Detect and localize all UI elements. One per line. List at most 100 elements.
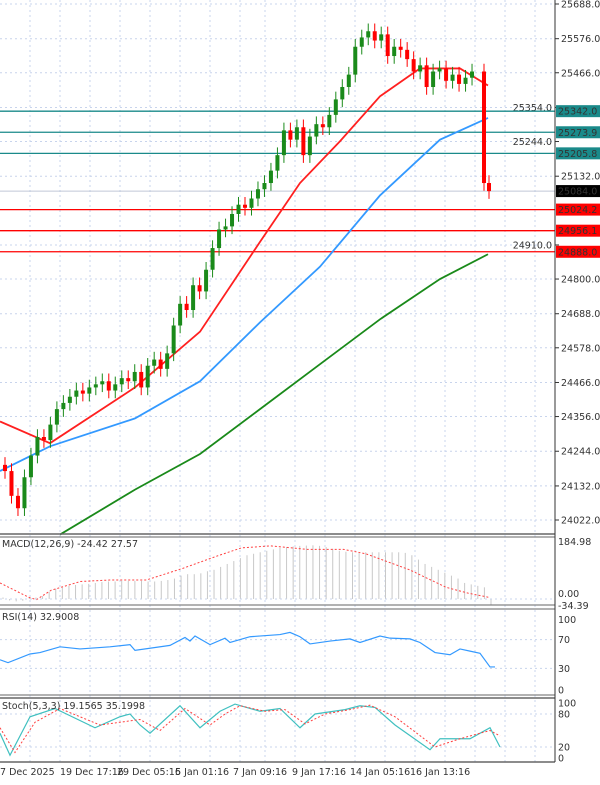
- x-tick-label: 7 Jan 09:16: [233, 767, 287, 778]
- y-tick-label: 24578.0: [561, 343, 600, 354]
- candle-body: [301, 127, 306, 156]
- candle-body: [22, 477, 27, 509]
- candle-body: [3, 464, 7, 472]
- candle-body: [450, 74, 455, 81]
- level-badge: [556, 126, 600, 139]
- candle-body: [470, 71, 475, 78]
- candle-body: [320, 124, 325, 128]
- candle-body: [444, 68, 449, 81]
- candle-body: [457, 74, 462, 84]
- level-badge: [556, 105, 600, 118]
- candle-body: [288, 130, 293, 140]
- candle-body: [145, 365, 150, 388]
- candle-body: [487, 183, 491, 192]
- candle-body: [275, 155, 280, 171]
- candle-body: [411, 59, 416, 72]
- candle-body: [74, 390, 79, 397]
- candle-body: [230, 213, 235, 227]
- x-tick-label: 9 Jan 17:16: [292, 767, 346, 778]
- moving-average-2: [59, 253, 489, 536]
- candle-body: [262, 183, 267, 190]
- candle-body: [158, 359, 163, 369]
- candle-body: [249, 198, 254, 208]
- y-tick-label: 24800.0: [561, 275, 600, 286]
- candle-body: [223, 226, 228, 230]
- level-label: 24888.0: [558, 247, 597, 258]
- candle-body: [191, 285, 196, 311]
- level-label: 25273.9: [558, 128, 597, 139]
- candle-body: [418, 65, 423, 72]
- y-tick-label: 24132.0: [561, 481, 600, 492]
- current-price-badge: [556, 185, 600, 198]
- pane-2: [0, 609, 555, 695]
- level-label: 24956.1: [558, 226, 597, 237]
- macd-tick: 184.98: [558, 537, 591, 548]
- candle-body: [385, 34, 390, 57]
- candle-body: [353, 46, 358, 75]
- candle-body: [119, 378, 124, 385]
- moving-average-1: [0, 117, 489, 472]
- candle-body: [346, 74, 351, 88]
- candle-body: [87, 387, 92, 394]
- candle-body: [236, 204, 241, 214]
- candle-body: [268, 170, 273, 184]
- candle-body: [398, 46, 403, 50]
- candle-body: [366, 31, 371, 38]
- level-label: 25205.8: [558, 149, 597, 160]
- candle-body: [54, 409, 59, 425]
- candle-body: [28, 455, 33, 478]
- candle-body: [424, 65, 429, 88]
- level-badge: [556, 203, 600, 216]
- macd-tick: 0.00: [558, 589, 579, 600]
- rsi-tick: 0: [558, 686, 564, 697]
- candle-body: [463, 77, 468, 84]
- stoch-tick: 80: [558, 710, 570, 721]
- macd-tick: -34.39: [558, 601, 589, 612]
- candle-body: [379, 34, 384, 41]
- candle-body: [106, 381, 111, 391]
- current-price-label: 25084.0: [558, 187, 597, 198]
- y-tick-label: 24688.0: [561, 309, 600, 320]
- candle-body: [165, 353, 170, 369]
- pane-1: [0, 537, 555, 605]
- candle-body: [61, 402, 66, 410]
- candle-body: [100, 381, 105, 385]
- candle-body: [405, 49, 410, 60]
- stoch-tick: 0: [558, 754, 564, 765]
- candle-body: [35, 436, 40, 456]
- x-tick-label: 14 Jan 05:16: [350, 767, 410, 778]
- candle-body: [255, 189, 260, 199]
- candle-body: [41, 436, 46, 441]
- x-tick-label: 16 Jan 13:16: [410, 767, 470, 778]
- level-badge: [556, 147, 600, 160]
- candle-body: [15, 495, 20, 509]
- candle-body: [67, 396, 72, 403]
- rsi-line: [0, 631, 495, 668]
- candle-body: [171, 325, 176, 354]
- candle-body: [93, 384, 98, 388]
- candle-body: [437, 68, 442, 72]
- candle-body: [340, 87, 345, 100]
- stoch-label: Stoch(5,3,3) 19.1565 35.1998: [2, 701, 145, 712]
- candle-body: [80, 390, 85, 394]
- x-tick-label: 7 Dec 2025: [0, 767, 55, 778]
- candle-body: [197, 285, 202, 292]
- x-tick-label: 5 Jan 01:16: [175, 767, 229, 778]
- candle-body: [204, 269, 209, 292]
- candle-body: [217, 229, 222, 249]
- y-tick-label: 25688.0: [561, 0, 600, 11]
- candle-body: [178, 303, 183, 326]
- candle-body: [132, 371, 137, 382]
- macd-label: MACD(12,26,9) -24.42 27.57: [2, 539, 138, 550]
- rsi-tick: 70: [558, 635, 570, 646]
- stoch-tick: 100: [558, 699, 576, 710]
- candle-body: [392, 46, 397, 57]
- candle-body: [152, 359, 157, 366]
- y-tick-label: 24244.0: [561, 447, 600, 458]
- rsi-tick: 30: [558, 664, 570, 675]
- y-tick-label: 25132.0: [561, 172, 600, 183]
- x-tick-label: 19 Dec 17:16: [60, 767, 124, 778]
- y-tick-label: 25354.0: [513, 103, 552, 114]
- candle-body: [314, 124, 319, 137]
